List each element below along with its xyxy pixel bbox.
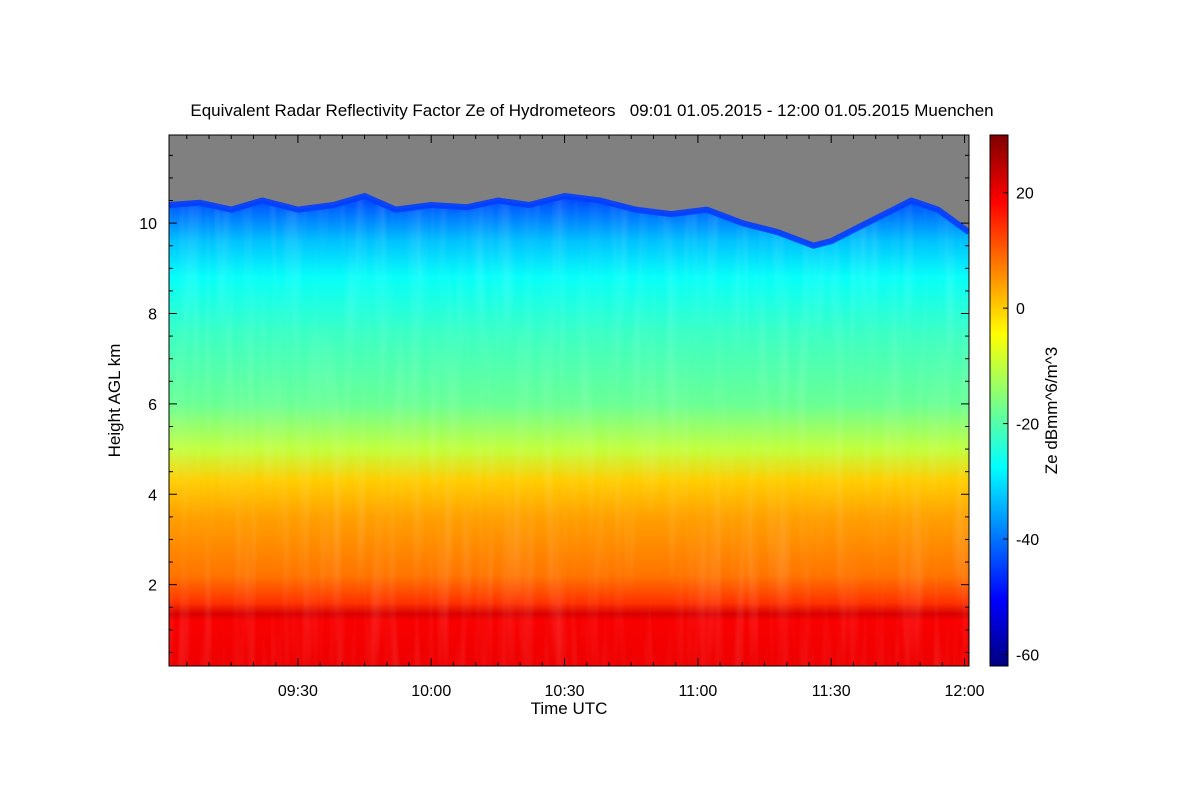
colorbar-tick-label: 0 — [1016, 301, 1025, 318]
colorbar: 20 0 -20 -40 -60 — [989, 134, 1039, 667]
echo-top-boundary — [169, 135, 969, 246]
colorbar-gradient — [989, 134, 1009, 667]
colorbar-tick-label: -20 — [1016, 417, 1039, 434]
colorbar-tick-label: 20 — [1016, 186, 1034, 203]
y-tick-label: 8 — [148, 307, 157, 324]
colorbar-ticks: 20 0 -20 -40 -60 — [1003, 186, 1039, 664]
x-tick-label: 09:30 — [278, 683, 318, 700]
colorbar-tick-label: -40 — [1016, 532, 1039, 549]
y-tick-label: 2 — [148, 578, 157, 595]
y-tick-label: 6 — [148, 397, 157, 414]
heatmap-plot-area — [169, 135, 969, 666]
x-tick-label: 10:00 — [411, 683, 451, 700]
chart-title: Equivalent Radar Reflectivity Factor Ze … — [190, 101, 993, 120]
x-tick-label: 11:30 — [812, 683, 851, 700]
y-tick-label: 10 — [139, 216, 157, 233]
plot-frame — [168, 134, 970, 667]
y-axis: 2 4 6 8 10 — [139, 154, 969, 653]
x-tick-label: 12:00 — [945, 683, 985, 700]
colorbar-tick-label: -60 — [1016, 647, 1039, 664]
y-tick-label: 4 — [148, 487, 157, 504]
x-axis-label: Time UTC — [531, 699, 608, 718]
x-tick-label: 11:00 — [678, 683, 717, 700]
y-axis-label: Height AGL km — [105, 344, 124, 458]
x-tick-label: 10:30 — [545, 683, 585, 700]
echo-top-rim — [169, 193, 969, 249]
colorbar-label: Ze dBmm^6/m^3 — [1042, 347, 1061, 474]
x-axis: 09:30 10:00 10:30 11:00 11:30 12:00 — [186, 135, 985, 700]
